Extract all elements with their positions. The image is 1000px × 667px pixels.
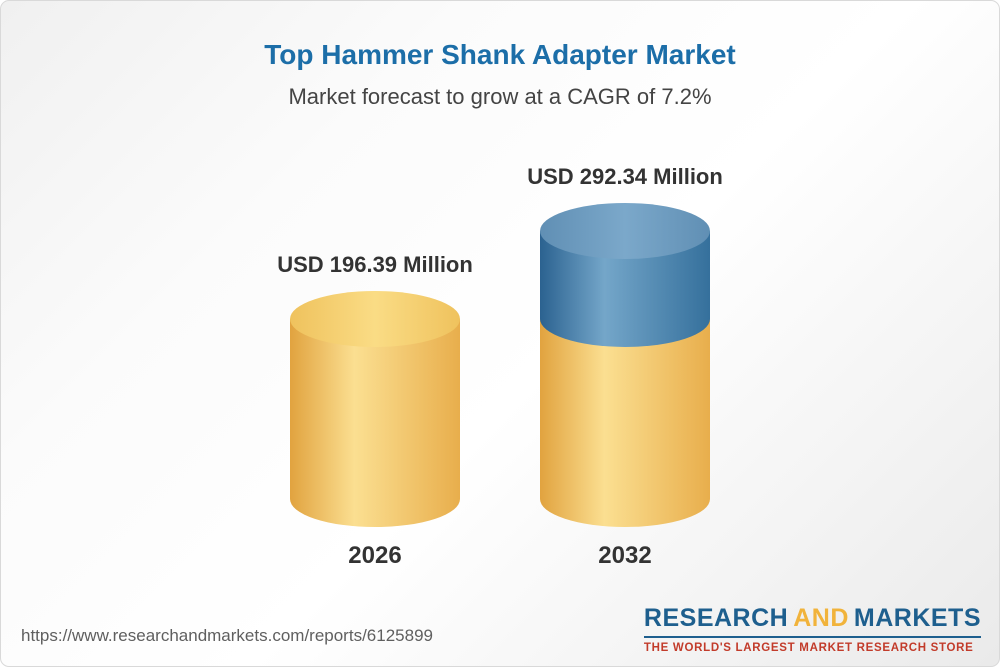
category-label-2032: 2032 — [598, 542, 652, 569]
logo-divider — [643, 636, 981, 638]
value-label-2026: USD 196.39 Million — [277, 252, 473, 277]
page-subtitle: Market forecast to grow at a CAGR of 7.2… — [288, 84, 712, 109]
cylinder-bar-chart: USD 196.39 Million 2026 USD 292.34 Milli… — [1, 164, 999, 570]
footer: https://www.researchandmarkets.com/repor… — [1, 594, 999, 666]
logo-tagline: THE WORLD'S LARGEST MARKET RESEARCH STOR… — [643, 642, 974, 654]
logo-word-and: AND — [793, 604, 849, 632]
cylinder-bar-2032 — [540, 203, 710, 527]
page-title: Top Hammer Shank Adapter Market — [264, 39, 736, 70]
bar-column-2026: USD 196.39 Million 2026 — [277, 252, 473, 570]
chart-header: Top Hammer Shank Adapter Market Market f… — [1, 39, 999, 110]
cylinder-bar-2026 — [290, 291, 460, 528]
logo-wordmark: RESEARCH AND MARKETS — [644, 604, 981, 633]
value-label-2032: USD 292.34 Million — [527, 164, 723, 189]
logo-word-markets: MARKETS — [853, 604, 981, 632]
report-url-link[interactable]: https://www.researchandmarkets.com/repor… — [21, 626, 433, 645]
bar-column-2032: USD 292.34 Million 2032 — [527, 164, 723, 570]
logo-word-research: RESEARCH — [643, 604, 789, 632]
company-logo[interactable]: RESEARCH AND MARKETS THE WORLD'S LARGEST M… — [643, 604, 981, 654]
category-label-2026: 2026 — [348, 542, 402, 569]
